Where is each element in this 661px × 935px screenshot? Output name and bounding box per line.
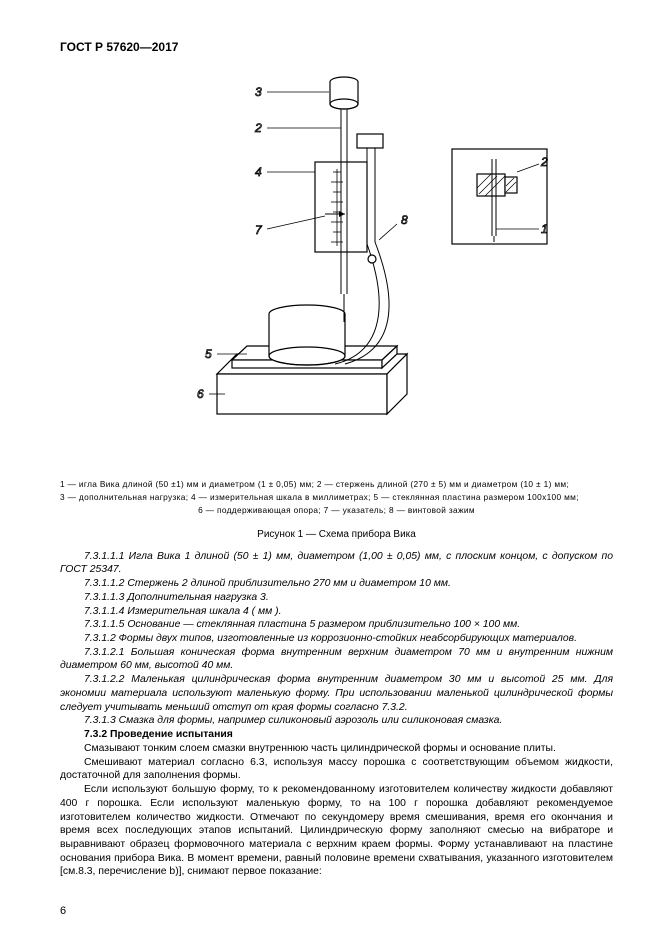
legend-line-2: 3 — дополнительная нагрузка; 4 — измерит…: [60, 491, 613, 504]
para-7-3-1-1-5: 7.3.1.1.5 Основание — стеклянная пластин…: [60, 618, 613, 632]
figure-label-3: 3: [255, 85, 262, 99]
para-body-2: Смешивают материал согласно 6.3, использ…: [60, 756, 613, 783]
para-7-3-1-1-2: 7.3.1.1.2 Стержень 2 длиной приблизитель…: [60, 577, 613, 591]
figure-label-7: 7: [255, 223, 263, 237]
heading-7-3-2: 7.3.2 Проведение испытания: [60, 728, 613, 742]
page-number: 6: [60, 905, 66, 917]
figure-label-4: 4: [255, 165, 262, 179]
para-7-3-1-1-3: 7.3.1.1.3 Дополнительная нагрузка 3.: [60, 591, 613, 605]
para-body-1: Смазывают тонким слоем смазки внутреннюю…: [60, 742, 613, 756]
para-7-3-1-1-4: 7.3.1.1.4 Измерительная шкала 4 ( мм ).: [60, 605, 613, 619]
figure-legend: 1 — игла Вика длиной (50 ±1) мм и диамет…: [60, 478, 613, 517]
para-7-3-1-1-1: 7.3.1.1.1 Игла Вика 1 длиной (50 ± 1) мм…: [60, 550, 613, 577]
figure-label-8: 8: [401, 213, 408, 227]
para-7-3-1-2: 7.3.1.2 Формы двух типов, изготовленные …: [60, 632, 613, 646]
figure-label-5: 5: [205, 347, 212, 361]
legend-line-3: 6 — поддерживающая опора; 7 — указатель;…: [60, 504, 613, 517]
para-7-3-1-3: 7.3.1.3 Смазка для формы, например силик…: [60, 714, 613, 728]
inset-label-1: 1: [541, 222, 548, 236]
inset-label-2: 2: [540, 155, 548, 169]
para-body-3: Если используют большую форму, то к реко…: [60, 783, 613, 879]
body-text: 7.3.1.1.1 Игла Вика 1 длиной (50 ± 1) мм…: [60, 550, 613, 880]
figure-1: 3 2 4 7 8 5 6: [60, 64, 613, 474]
para-7-3-1-2-2: 7.3.1.2.2 Маленькая цилиндрическая форма…: [60, 673, 613, 714]
para-7-3-1-2-1: 7.3.1.2.1 Большая коническая форма внутр…: [60, 646, 613, 673]
figure-label-2: 2: [254, 121, 262, 135]
legend-line-1: 1 — игла Вика длиной (50 ±1) мм и диамет…: [60, 478, 613, 491]
document-header: ГОСТ Р 57620—2017: [60, 40, 613, 54]
figure-caption: Рисунок 1 — Схема прибора Вика: [60, 529, 613, 540]
figure-label-6: 6: [197, 387, 204, 401]
